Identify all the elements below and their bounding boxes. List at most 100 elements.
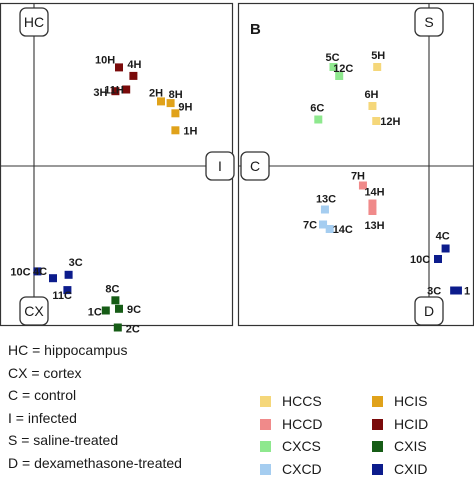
- data-label-a-3c: 3C: [69, 257, 83, 269]
- data-point-b-7c: [319, 220, 328, 229]
- axis-label-cx-box: [19, 296, 49, 326]
- data-point-b-5c: [329, 63, 338, 71]
- legend-swatch: [372, 441, 383, 452]
- data-label-a-10h: 10H: [95, 54, 115, 66]
- axis-label-cx: CX: [24, 303, 44, 319]
- legend-group-label: HCIS: [394, 393, 428, 409]
- data-label-a-9c: 9C: [127, 304, 141, 316]
- data-label-a-8c: 8C: [105, 283, 119, 295]
- data-label-b-7c: 7C: [303, 220, 317, 232]
- data-label-a-2h: 2H: [149, 87, 163, 99]
- data-label-b-7h: 7H: [351, 171, 365, 183]
- data-label-a-11c: 11C: [52, 290, 72, 302]
- data-label-a-8h: 8H: [169, 89, 183, 101]
- data-point-a-10h: [115, 63, 123, 72]
- data-point-a-9h: [171, 109, 180, 118]
- data-point-a-8c: [111, 296, 120, 305]
- data-point-b-5h: [373, 63, 382, 71]
- data-point-a-10c: [33, 267, 42, 276]
- data-label-b-4c: 4C: [436, 231, 450, 243]
- legend-swatch: [260, 418, 271, 430]
- legend-swatch: [260, 463, 271, 475]
- axis-label-d: D: [424, 303, 434, 319]
- data-point-a-3h: [111, 87, 120, 96]
- data-point-a-3c: [64, 270, 73, 279]
- data-point-a-2h: [157, 97, 165, 106]
- data-point-a-2c: [113, 323, 122, 332]
- legend-group-label: CXID: [394, 460, 428, 477]
- data-label-a-11h: 11H: [104, 85, 124, 97]
- legend-swatch: [372, 396, 383, 407]
- axis-label-i-box: [205, 151, 235, 181]
- data-point-a-1h: [171, 126, 180, 135]
- data-label-b-5h: 5H: [371, 50, 385, 62]
- legend-definition: CX = cortex: [8, 364, 82, 381]
- legend-definition: HC = hippocampus: [8, 342, 128, 358]
- legend-group-label: HCCS: [282, 393, 322, 409]
- data-point-a-4c: [49, 274, 57, 283]
- axis-label-s-box: [414, 7, 444, 37]
- data-point-a-4h: [129, 71, 138, 80]
- data-label-b-14h: 14H: [364, 187, 384, 199]
- axis-label-s: S: [424, 14, 433, 30]
- data-point-b-10c: [434, 255, 442, 263]
- data-label-b-12c: 12C: [333, 63, 353, 75]
- legend-group-label: HCCD: [282, 415, 323, 432]
- data-label-a-2c: 2C: [126, 324, 140, 336]
- data-label-a-1h: 1H: [183, 125, 197, 137]
- legend-swatch: [260, 441, 271, 452]
- data-label-b-6h: 6H: [364, 89, 378, 101]
- data-label-b-13c: 13C: [316, 194, 336, 206]
- panel-b-label: B: [250, 21, 261, 38]
- panel-frame-b: [237, 2, 474, 327]
- legend-definition: C = control: [8, 387, 77, 403]
- data-label-b-6c: 6C: [310, 103, 324, 115]
- data-label-b-13h: 13H: [364, 220, 384, 232]
- data-point-a-11c: [63, 286, 72, 295]
- data-point-b-7h: [358, 181, 367, 190]
- data-label-a-4h: 4H: [127, 59, 141, 71]
- legend-group-label: CXCS: [282, 438, 321, 454]
- data-point-b-6c: [314, 115, 323, 124]
- data-point-b-12c: [335, 72, 344, 80]
- data-label-a-4c: 4C: [33, 266, 47, 278]
- data-label-b-1: 1: [464, 286, 470, 298]
- data-point-a-1c: [101, 306, 110, 315]
- data-label-b-12h: 12H: [380, 116, 400, 128]
- axis-label-c-box: [240, 151, 270, 181]
- axis-label-c: C: [250, 158, 260, 174]
- data-label-b-10c: 10C: [410, 254, 430, 266]
- data-label-a-9h: 9H: [178, 101, 192, 113]
- data-point-b-4c: [441, 244, 450, 253]
- data-point-b-12h: [372, 117, 381, 125]
- legend-definition: D = dexamethasone-treated: [8, 454, 182, 471]
- data-point-b-14h: [368, 199, 377, 208]
- legend-group-label: CXCD: [282, 460, 322, 477]
- data-point-a-11h: [122, 85, 131, 94]
- legend-swatch: [260, 396, 271, 407]
- data-point-b-6h: [368, 102, 377, 110]
- data-label-b-14c: 14C: [333, 224, 353, 236]
- data-point-b-13h: [368, 207, 377, 215]
- data-label-a-10c: 10C: [10, 266, 30, 278]
- data-label-a-3h: 3H: [93, 87, 107, 99]
- data-point-a-8h: [166, 99, 175, 108]
- legend-group-label: HCID: [394, 415, 429, 432]
- legend-swatch: [372, 463, 383, 475]
- data-point-b-13c: [320, 205, 329, 214]
- data-label-b-3c: 3C: [427, 286, 441, 298]
- data-point-b-1: [453, 286, 462, 295]
- legend-definition: I = infected: [8, 409, 77, 426]
- axis-label-d-box: [414, 296, 444, 326]
- legend-group-label: CXIS: [394, 438, 427, 454]
- axis-label-hc: HC: [24, 14, 44, 30]
- data-label-a-1c: 1C: [88, 307, 102, 319]
- legend-definition: S = saline-treated: [8, 432, 119, 448]
- data-label-b-5c: 5C: [326, 52, 340, 64]
- axis-label-hc-box: [19, 7, 49, 37]
- data-point-a-9c: [115, 304, 123, 313]
- legend-swatch: [372, 418, 383, 430]
- axis-label-i: I: [218, 158, 222, 174]
- data-point-b-14c: [325, 225, 334, 233]
